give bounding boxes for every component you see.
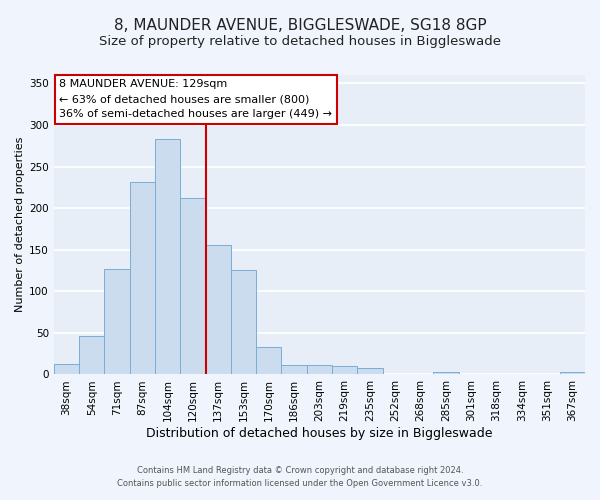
Bar: [79, 336, 104, 374]
Bar: [130, 182, 155, 374]
Bar: [104, 269, 130, 374]
Bar: [206, 244, 231, 374]
Bar: [281, 366, 307, 374]
Text: Size of property relative to detached houses in Biggleswade: Size of property relative to detached ho…: [99, 35, 501, 48]
Text: 8, MAUNDER AVENUE, BIGGLESWADE, SG18 8GP: 8, MAUNDER AVENUE, BIGGLESWADE, SG18 8GP: [113, 18, 487, 32]
Bar: [358, 368, 383, 374]
Bar: [54, 364, 79, 374]
X-axis label: Distribution of detached houses by size in Biggleswade: Distribution of detached houses by size …: [146, 427, 493, 440]
Bar: [256, 347, 281, 374]
Bar: [155, 139, 180, 374]
Text: Contains HM Land Registry data © Crown copyright and database right 2024.
Contai: Contains HM Land Registry data © Crown c…: [118, 466, 482, 487]
Text: 8 MAUNDER AVENUE: 129sqm
← 63% of detached houses are smaller (800)
36% of semi-: 8 MAUNDER AVENUE: 129sqm ← 63% of detach…: [59, 80, 332, 119]
Bar: [180, 198, 206, 374]
Bar: [332, 366, 358, 374]
Y-axis label: Number of detached properties: Number of detached properties: [15, 137, 25, 312]
Bar: [560, 372, 585, 374]
Bar: [231, 270, 256, 374]
Bar: [433, 372, 458, 374]
Bar: [307, 366, 332, 374]
